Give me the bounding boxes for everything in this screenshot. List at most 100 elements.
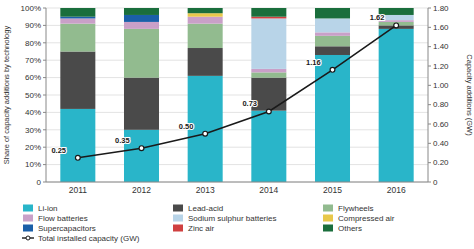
y2-axis-line: [428, 8, 429, 182]
y-tick-label: 60%: [25, 73, 41, 82]
bar-segment: [60, 17, 95, 19]
legend-label: Sodium sulphur batteries: [188, 214, 277, 223]
grid-line: [46, 112, 428, 113]
y2-tick: [428, 104, 431, 105]
y2-tick-label: 0.80: [433, 100, 449, 109]
line-marker: [139, 146, 144, 151]
line-marker: [266, 109, 271, 114]
y-tick: [43, 95, 46, 96]
x-tick-label: 2011: [69, 185, 88, 195]
line-marker: [75, 155, 80, 160]
x-tick-label: 2015: [323, 185, 342, 195]
grid: [46, 8, 428, 182]
bar-segment: [188, 48, 223, 76]
y-tick-label: 20%: [25, 143, 41, 152]
bar-segment: [124, 15, 159, 22]
y-tick: [43, 147, 46, 148]
legend-label: Total installed capacity (GW): [38, 234, 140, 243]
grid-line: [46, 77, 428, 78]
bar-segment: [251, 18, 286, 68]
y2-tick: [428, 182, 431, 183]
x-axis-line: [46, 182, 428, 183]
y-tick: [43, 8, 46, 9]
legend-swatch: [323, 205, 333, 212]
data-labels: 0.250.350.500.731.161.62: [51, 13, 384, 154]
line-marker: [394, 23, 399, 28]
data-label: 1.16: [306, 58, 321, 67]
y2-tick-label: 1.20: [433, 62, 449, 71]
y2-tick-label: 1.00: [433, 81, 449, 90]
y-tick: [43, 112, 46, 113]
grid-line: [46, 182, 428, 183]
grid-line: [46, 60, 428, 61]
legend-label: Supercapacitors: [38, 224, 96, 233]
bar-segment: [124, 78, 159, 130]
bar-segment: [124, 29, 159, 78]
x-tick-label: 2016: [387, 185, 406, 195]
legend-label: Compressed air: [338, 214, 395, 223]
bar-segment: [60, 8, 95, 17]
legend: Li-ion Lead-acid Flywheels Flow batteries So…: [22, 204, 395, 243]
x-tick-label: 2012: [132, 185, 151, 195]
y2-tick-label: 0: [433, 178, 438, 187]
y-tick: [43, 129, 46, 130]
y-tick: [43, 77, 46, 78]
legend-swatch: [173, 215, 183, 222]
y-tick: [43, 25, 46, 26]
legend-swatch: [173, 205, 183, 212]
y-tick: [43, 164, 46, 165]
bar-segment: [60, 24, 95, 52]
y-axis-label: Share of capacity additions by technolog…: [2, 26, 11, 165]
line-marker: [330, 67, 335, 72]
bar-segment: [60, 18, 95, 23]
y-tick-label: 100%: [21, 4, 41, 13]
legend-label: Zinc air: [188, 224, 215, 233]
legend-label: Li-ion: [38, 204, 58, 213]
plot-area: [60, 8, 413, 182]
bar-segment: [315, 36, 350, 46]
legend-label: Flywheels: [338, 204, 374, 213]
y-tick-label: 70%: [25, 56, 41, 65]
line: [78, 25, 396, 157]
legend-label: Others: [338, 224, 362, 233]
y-tick-label: 90%: [25, 21, 41, 30]
y2-axis-label: Capacity additions (GW): [465, 54, 474, 136]
y2-tick: [428, 27, 431, 28]
bar-segment: [315, 18, 350, 32]
legend-label: Flow batteries: [38, 214, 88, 223]
bar-segment: [315, 32, 350, 35]
y2-tick: [428, 162, 431, 163]
legend-swatch: [323, 225, 333, 232]
y-tick-label: 10%: [25, 160, 41, 169]
data-label: 1.62: [370, 13, 385, 22]
bar-segment: [188, 13, 223, 16]
grid-line: [46, 8, 428, 9]
legend-swatch: [323, 215, 333, 222]
y-tick-label: 0: [37, 178, 42, 187]
bar-segment: [315, 8, 350, 18]
bar-segment: [124, 22, 159, 29]
y2-tick: [428, 46, 431, 47]
y2-tick: [428, 85, 431, 86]
chart: 0.250.350.500.731.161.62010%20%30%40%50%…: [0, 0, 474, 249]
y2-tick-label: 0.20: [433, 158, 449, 167]
y-tick-label: 30%: [25, 126, 41, 135]
bar-segment: [251, 8, 286, 17]
bar-segment: [315, 46, 350, 55]
grid-line: [46, 95, 428, 96]
y2-tick-label: 0.60: [433, 120, 449, 129]
y-tick: [43, 60, 46, 61]
y-tick: [43, 42, 46, 43]
bar-segment: [251, 69, 286, 72]
bar-segment: [60, 52, 95, 109]
data-label: 0.73: [242, 99, 257, 108]
x-tick-label: 2013: [196, 185, 215, 195]
bar-segment: [251, 72, 286, 77]
bar-segment: [251, 17, 286, 19]
x-tick-label: 2014: [259, 185, 278, 195]
grid-line: [46, 129, 428, 130]
y-tick-label: 50%: [25, 91, 41, 100]
legend-label: Lead-acid: [188, 204, 223, 213]
data-label: 0.50: [179, 122, 194, 131]
y2-tick-label: 1.60: [433, 23, 449, 32]
